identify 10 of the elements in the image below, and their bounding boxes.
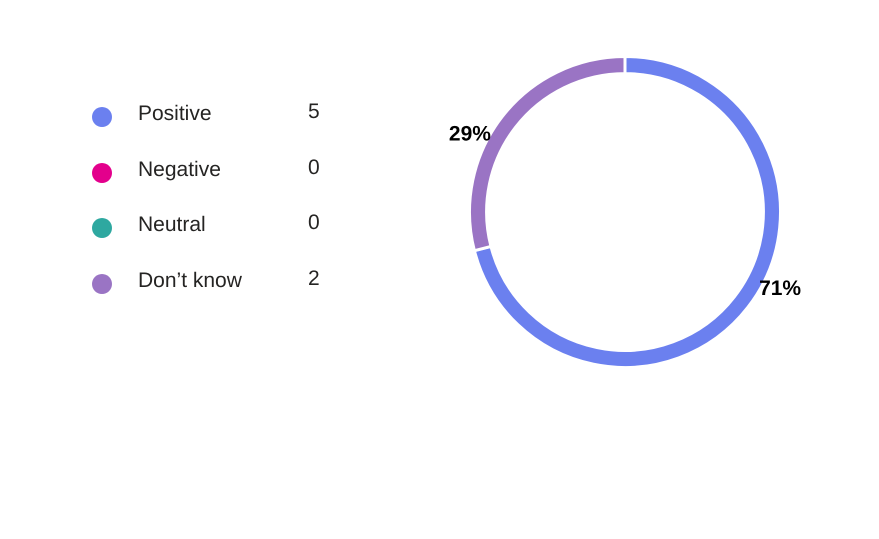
data-label: 29% [448,122,492,146]
text: 0 [308,211,320,235]
data-label: 71% [759,277,802,300]
legend-label: Positive [138,102,212,126]
text: 2 [308,266,320,290]
text: 5 [308,100,320,124]
legend-label: Negative [138,158,221,182]
legend-label: Don’t know [138,268,242,292]
text: 0 [308,156,320,180]
legend-label: Neutral [138,213,206,237]
